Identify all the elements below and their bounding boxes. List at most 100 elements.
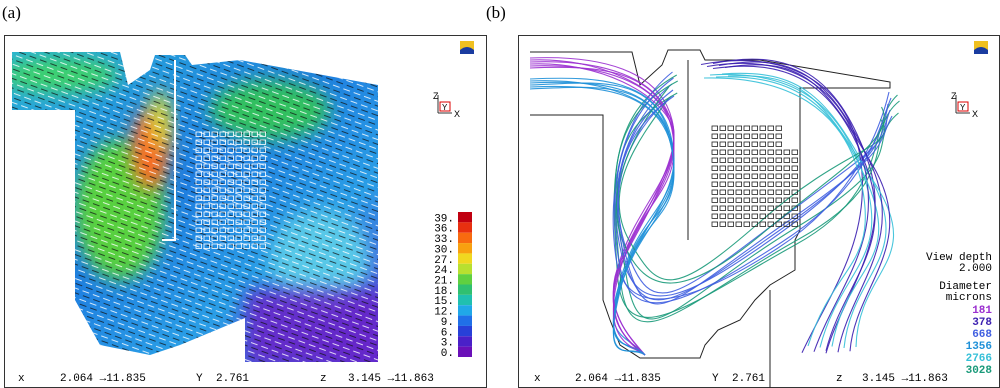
tube bbox=[203, 131, 210, 137]
tube bbox=[719, 141, 726, 147]
tube bbox=[759, 125, 766, 131]
tube bbox=[759, 165, 766, 171]
colorbar-swatch bbox=[458, 212, 472, 223]
panel-label: (a) bbox=[2, 3, 21, 22]
tube bbox=[783, 157, 790, 163]
colorbar-swatch bbox=[458, 294, 472, 306]
tube bbox=[259, 139, 266, 145]
tube bbox=[751, 221, 758, 227]
tube bbox=[759, 157, 766, 163]
tube bbox=[203, 219, 210, 225]
colorbar-label: 36. bbox=[434, 224, 454, 236]
tube bbox=[203, 139, 210, 145]
tube bbox=[219, 235, 226, 241]
tube bbox=[735, 189, 742, 195]
footer-text: 3.145 →11.863 bbox=[862, 373, 948, 385]
colorbar-label: 39. bbox=[434, 213, 454, 225]
tube bbox=[719, 173, 726, 179]
tube bbox=[751, 141, 758, 147]
colorbar-swatch bbox=[458, 346, 472, 357]
tube bbox=[791, 149, 798, 155]
tube bbox=[251, 155, 258, 161]
tube bbox=[743, 157, 750, 163]
colorbar-swatch bbox=[458, 243, 472, 254]
tube bbox=[243, 131, 250, 137]
tube bbox=[711, 157, 718, 163]
tube bbox=[211, 147, 218, 153]
tube bbox=[227, 171, 234, 177]
tube bbox=[791, 173, 798, 179]
tube bbox=[719, 189, 726, 195]
tube bbox=[203, 171, 210, 177]
colorbar-label: 6. bbox=[441, 327, 454, 339]
tube bbox=[791, 197, 798, 203]
colorbar-swatch bbox=[458, 222, 472, 233]
tube bbox=[203, 243, 210, 249]
tube bbox=[711, 141, 718, 147]
tube bbox=[235, 243, 242, 249]
footer-text: Y bbox=[196, 373, 203, 385]
tube bbox=[235, 131, 242, 137]
tube bbox=[775, 221, 782, 227]
tube bbox=[243, 195, 250, 201]
tube bbox=[243, 187, 250, 193]
colorbar-label: 30. bbox=[434, 244, 454, 256]
tube bbox=[235, 235, 242, 241]
tube bbox=[743, 197, 750, 203]
tube bbox=[195, 155, 202, 161]
tube bbox=[195, 211, 202, 217]
tube bbox=[243, 163, 250, 169]
tube bbox=[251, 147, 258, 153]
tube bbox=[727, 181, 734, 187]
tube bbox=[751, 197, 758, 203]
tube bbox=[767, 125, 774, 131]
tube bbox=[767, 197, 774, 203]
tube bbox=[727, 221, 734, 227]
legend-entry: 3028 bbox=[966, 365, 993, 377]
tube bbox=[259, 131, 266, 137]
legend-value: 2.000 bbox=[959, 263, 992, 275]
colorbar-swatch bbox=[458, 232, 472, 244]
tube bbox=[751, 125, 758, 131]
tube bbox=[195, 139, 202, 145]
tube bbox=[767, 173, 774, 179]
tube bbox=[735, 181, 742, 187]
tube bbox=[783, 205, 790, 211]
tube bbox=[751, 165, 758, 171]
tube bbox=[719, 181, 726, 187]
tube bbox=[743, 173, 750, 179]
tube bbox=[259, 179, 266, 185]
tube bbox=[743, 125, 750, 131]
tube bbox=[735, 213, 742, 219]
tube bbox=[195, 171, 202, 177]
tube bbox=[743, 165, 750, 171]
tube bbox=[735, 133, 742, 139]
tube bbox=[203, 227, 210, 233]
streamline bbox=[703, 77, 866, 347]
tube bbox=[711, 213, 718, 219]
tube bbox=[203, 195, 210, 201]
tube bbox=[195, 243, 202, 249]
tube bbox=[219, 195, 226, 201]
tube bbox=[227, 243, 234, 249]
tube bbox=[743, 221, 750, 227]
tube bbox=[719, 221, 726, 227]
tube bbox=[719, 213, 726, 219]
tube bbox=[203, 203, 210, 209]
icon bbox=[460, 41, 474, 54]
tube bbox=[219, 187, 226, 193]
legend-entry: 1356 bbox=[966, 341, 992, 353]
tube bbox=[743, 181, 750, 187]
tube bbox=[243, 211, 250, 217]
tube bbox=[783, 197, 790, 203]
tube bbox=[791, 165, 798, 171]
tube bbox=[227, 155, 234, 161]
tube bbox=[235, 155, 242, 161]
tube bbox=[735, 141, 742, 147]
tube bbox=[759, 197, 766, 203]
tube bbox=[711, 133, 718, 139]
tube bbox=[243, 139, 250, 145]
colorbar-swatch bbox=[458, 305, 472, 316]
footer-text: 3.145 →11.863 bbox=[348, 373, 434, 385]
tube bbox=[751, 189, 758, 195]
